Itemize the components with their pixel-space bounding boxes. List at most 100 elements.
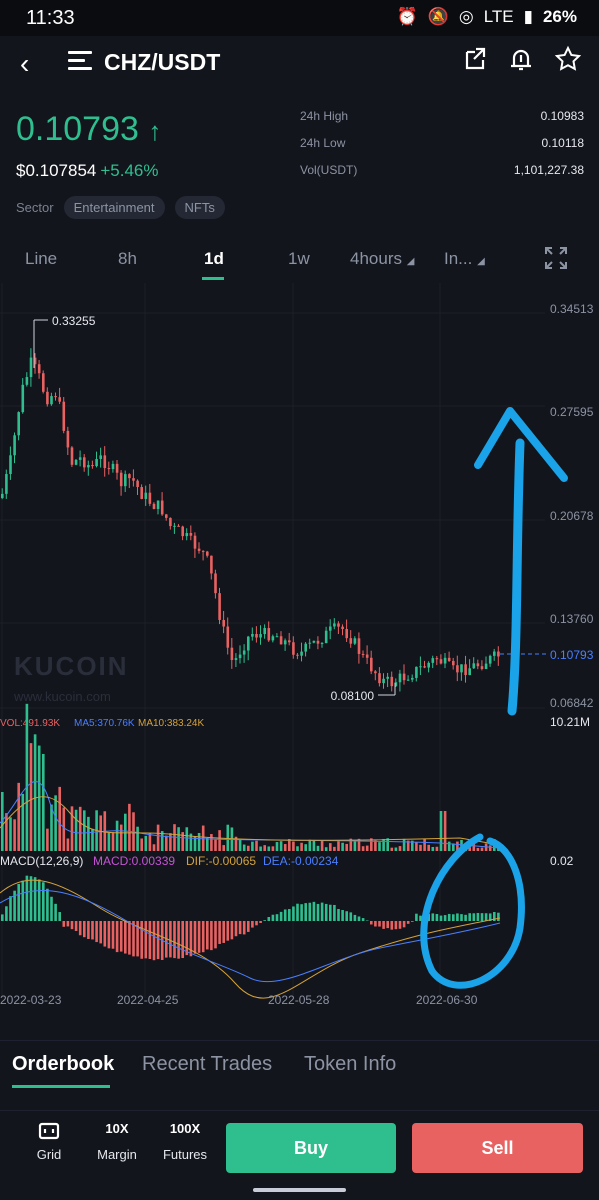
macd-histogram-bar [206, 921, 209, 950]
volume-axis-max: 10.21M [550, 715, 590, 729]
macd-histogram-bar [439, 915, 443, 921]
volume-bar [300, 842, 303, 851]
tab-1w[interactable]: 1w [288, 249, 310, 268]
macd-dea-line [0, 889, 501, 983]
candle-body [300, 651, 303, 656]
candle-body [54, 396, 57, 398]
candle-body [259, 634, 262, 638]
battery-label: 26% [542, 7, 577, 26]
dropdown-icon: ◢ [477, 256, 485, 267]
macd-histogram-bar [374, 921, 377, 927]
macd-histogram-bar [468, 913, 471, 921]
macd-histogram-bar [493, 912, 496, 921]
alert-bell-icon[interactable] [509, 46, 533, 72]
tab-1d[interactable]: 1d [204, 249, 224, 268]
time-axis-label: 2022-03-23 [0, 993, 62, 1007]
buy-button[interactable]: Buy [226, 1123, 396, 1173]
volume-bar [468, 847, 471, 851]
macd-histogram-bar [70, 921, 74, 930]
candle-body [58, 397, 61, 402]
macd-histogram-bar [33, 877, 37, 921]
sell-button[interactable]: Sell [412, 1123, 583, 1173]
tab-8h[interactable]: 8h [118, 249, 137, 268]
macd-histogram-bar [296, 903, 299, 921]
header: ‹ CHZ/USDT [0, 36, 599, 88]
macd-histogram-bar [349, 912, 353, 921]
candle-body [165, 514, 168, 518]
macd-histogram-bar [300, 904, 303, 921]
network-label: LTE [483, 7, 514, 26]
candle-body [374, 671, 377, 674]
candle-body [83, 457, 86, 468]
futures-button[interactable]: 100X Futures [155, 1121, 215, 1162]
macd-histogram-bar [238, 921, 242, 935]
sector-tag-nfts[interactable]: NFTs [174, 196, 225, 219]
menu-icon[interactable] [68, 51, 92, 71]
favorite-star-icon[interactable] [555, 46, 581, 72]
macd-histogram-bar [210, 921, 213, 951]
volume-bar [160, 831, 164, 851]
tab-orderbook[interactable]: Orderbook [12, 1053, 115, 1075]
sector-tag-entertainment[interactable]: Entertainment [63, 196, 165, 219]
volume-bar [263, 845, 266, 851]
status-time: 11:33 [26, 7, 75, 29]
candle-body [99, 455, 102, 460]
macd-histogram-bar [222, 921, 225, 943]
macd-histogram-bar [304, 903, 307, 921]
candle-body [177, 525, 180, 527]
volume-bar [288, 839, 291, 851]
share-icon[interactable] [463, 46, 487, 72]
macd-histogram-bar [386, 921, 389, 929]
back-icon[interactable]: ‹ [20, 48, 30, 79]
volume-bar [267, 846, 271, 851]
volume-bar [17, 782, 20, 851]
volume-bar [316, 845, 320, 851]
interval-tabs: Line 8h 1d 1w 4hours ◢ In... ◢ [0, 240, 599, 282]
candle-body [33, 357, 37, 365]
fullscreen-icon[interactable] [544, 246, 568, 275]
tab-indicators[interactable]: In... ◢ [444, 249, 485, 268]
volume-bar [99, 815, 102, 851]
macd-histogram-bar [447, 913, 451, 921]
candle-body [201, 550, 205, 552]
candle-body [464, 664, 467, 676]
margin-button[interactable]: 10X Margin [87, 1121, 147, 1162]
volume-bar [152, 844, 156, 851]
macd-histogram-bar [107, 921, 111, 949]
volume-bar [480, 847, 484, 851]
candle-body [365, 654, 369, 658]
macd-histogram-bar [382, 921, 385, 929]
candle-body [419, 666, 422, 668]
volume-bar [337, 841, 340, 851]
candle-body [42, 373, 45, 392]
chart-canvas[interactable]: 0.34513 0.27595 0.20678 0.13760 0.06842 0.332… [0, 283, 599, 1023]
macd-histogram-bar [91, 921, 94, 940]
candle-body [468, 668, 471, 676]
tab-4hours[interactable]: 4hours ◢ [350, 249, 415, 268]
macd-histogram-bar [103, 921, 107, 947]
candle-body [431, 658, 435, 663]
grid-button[interactable]: Grid [19, 1121, 79, 1162]
volume-bar [320, 841, 324, 851]
volume-bar [259, 846, 262, 851]
tab-line[interactable]: Line [25, 249, 58, 268]
volume-bar [111, 832, 115, 851]
volume-bar [296, 846, 299, 851]
macd-histogram-bar [357, 916, 361, 921]
annotation-arrow-shaft [507, 438, 525, 716]
macd-histogram-bar [144, 921, 148, 959]
kline-chart[interactable]: KUCOIN www.kucoin.com 0.34513 0.27595 0.20… [0, 283, 599, 1023]
volume-bar [156, 824, 160, 851]
candle-body [1, 493, 4, 498]
tab-recent-trades[interactable]: Recent Trades [142, 1053, 273, 1075]
macd-axis-label: 0.02 [550, 854, 574, 868]
volume-bar [78, 806, 82, 851]
pair-title[interactable]: CHZ/USDT [104, 49, 221, 75]
volume-bar [5, 813, 8, 851]
hotspot-icon: ◎ [458, 7, 474, 26]
volume-bar [279, 841, 283, 851]
candle-body [226, 626, 230, 648]
macd-histogram-bar [13, 890, 16, 921]
tab-token-info[interactable]: Token Info [304, 1053, 397, 1075]
candle-body [460, 664, 463, 673]
